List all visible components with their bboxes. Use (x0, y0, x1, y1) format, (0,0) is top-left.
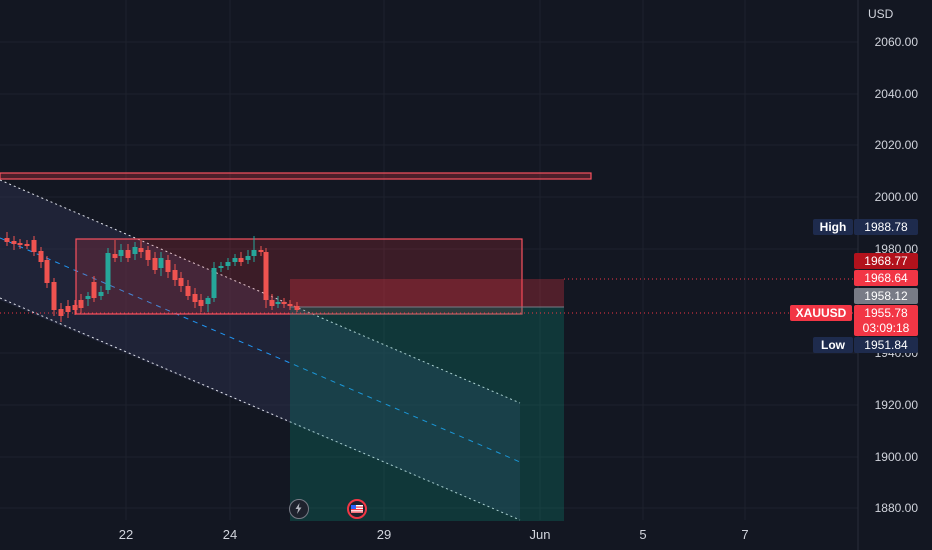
price-tick: 1920.00 (874, 398, 918, 412)
us-flag-icon[interactable] (347, 499, 367, 519)
date-tick: Jun (529, 527, 551, 542)
date-tick: 5 (639, 527, 647, 542)
candle-body (198, 300, 204, 306)
candle-body (125, 250, 131, 258)
high-value-tag: 1988.78 (854, 219, 918, 235)
candle-body (245, 256, 251, 260)
low-label: Low (813, 337, 853, 353)
symbol-label: XAUUSD (790, 305, 852, 321)
candle-body (152, 258, 158, 270)
candle-body (192, 294, 198, 302)
candle-body (51, 282, 57, 310)
lightning-icon[interactable] (289, 499, 309, 519)
candle-body (205, 298, 211, 304)
candle-body (225, 262, 231, 266)
candle-body (4, 238, 10, 242)
date-tick: 24 (222, 527, 238, 542)
take-profit-zone[interactable] (290, 307, 564, 521)
candle-body (118, 250, 124, 256)
channel-upper-line[interactable] (0, 179, 521, 404)
candle-body (218, 266, 224, 268)
candle-body (232, 258, 238, 262)
candle-body (258, 250, 264, 252)
candle-body (281, 302, 287, 304)
candle-body (238, 258, 244, 262)
countdown-tag: 03:09:18 (854, 320, 918, 336)
candle-body (251, 250, 257, 256)
candle-body (24, 244, 30, 246)
candle-body (78, 300, 84, 308)
candle-body (72, 305, 78, 310)
candle-body (172, 270, 178, 280)
candle-body (105, 253, 111, 290)
candle-body (58, 309, 64, 316)
entry-price-tag: 1958.12 (854, 288, 918, 304)
candle-body (138, 248, 144, 252)
price-tick: 1980.00 (874, 242, 918, 256)
channel-lower-line[interactable] (0, 297, 521, 521)
candle-body (287, 304, 293, 306)
candle-body (263, 252, 269, 300)
date-tick: 22 (118, 527, 134, 542)
candle-body (112, 254, 118, 258)
currency-label: USD (868, 7, 894, 21)
candle-body (65, 306, 71, 312)
candle-body (269, 300, 275, 306)
stop-price-tag: 1968.77 (854, 253, 918, 269)
price-tick: 2040.00 (874, 87, 918, 101)
resistance-zone[interactable] (0, 172, 592, 180)
candle-body (211, 268, 217, 298)
price-tick: 2060.00 (874, 35, 918, 49)
candle-body (44, 260, 50, 283)
candle-body (85, 296, 91, 299)
candle-body (294, 306, 300, 310)
last-price-tag: 1955.78 (854, 305, 918, 321)
candle-body (185, 286, 191, 296)
candle-body (11, 241, 17, 244)
candle-body (145, 250, 151, 260)
high-label: High (813, 219, 853, 235)
price-tick: 1880.00 (874, 501, 918, 515)
candle-body (275, 302, 281, 304)
date-tick: 29 (376, 527, 392, 542)
low-value-tag: 1951.84 (854, 337, 918, 353)
candle-body (165, 260, 171, 272)
entry-top-tag: 1968.64 (854, 270, 918, 286)
candle-body (17, 243, 23, 245)
candlesticks (4, 232, 300, 322)
price-tick: 2000.00 (874, 190, 918, 204)
candle-body (158, 258, 164, 268)
price-tick: 1900.00 (874, 450, 918, 464)
stop-loss-zone[interactable] (290, 279, 564, 307)
candle-body (178, 278, 184, 286)
candle-body (98, 292, 104, 296)
channel-mid-line[interactable] (0, 237, 521, 463)
price-tick: 2020.00 (874, 138, 918, 152)
date-tick: 7 (741, 527, 749, 542)
candle-body (132, 247, 138, 254)
candle-body (38, 251, 44, 262)
candle-body (31, 240, 37, 252)
candle-body (91, 282, 97, 298)
